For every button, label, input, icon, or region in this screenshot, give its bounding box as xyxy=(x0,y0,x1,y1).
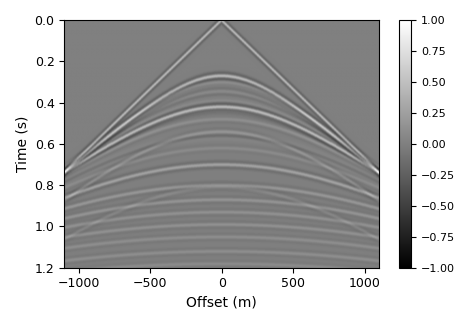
X-axis label: Offset (m): Offset (m) xyxy=(186,296,257,310)
Y-axis label: Time (s): Time (s) xyxy=(15,116,29,172)
